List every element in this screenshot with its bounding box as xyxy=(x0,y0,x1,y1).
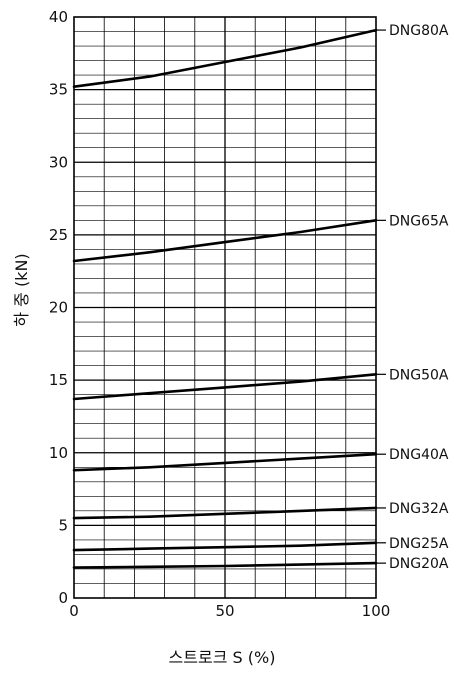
y-axis-title: 하 중 (kN) xyxy=(12,253,31,326)
x-axis-title: 스트로크 S (%) xyxy=(169,648,276,667)
y-tick-label: 15 xyxy=(49,371,68,389)
series-labels: DNG80A DNG65A DNG50A DNG40A DNG32A DNG25A DNG2… xyxy=(389,23,449,572)
y-tick-label: 30 xyxy=(49,153,68,171)
y-tick-label: 5 xyxy=(58,516,68,534)
series-line xyxy=(72,219,378,263)
x-tick-label: 0 xyxy=(69,602,79,620)
plot-border xyxy=(73,16,377,599)
series-lines xyxy=(72,28,378,569)
series-label: DNG40A xyxy=(389,447,449,463)
series-label: DNG80A xyxy=(389,23,449,39)
series-label: DNG65A xyxy=(389,213,449,229)
series-line xyxy=(72,28,378,88)
x-tick-label: 100 xyxy=(362,602,391,620)
y-tick-label: 40 xyxy=(49,8,68,26)
series-line xyxy=(72,561,378,569)
major-grid xyxy=(74,17,376,598)
series-line xyxy=(72,506,378,520)
y-tick-label: 20 xyxy=(49,299,68,317)
x-tick-labels: 0 50 100 xyxy=(69,602,390,620)
series-line xyxy=(72,372,378,401)
series-line xyxy=(72,452,378,472)
series-label: DNG25A xyxy=(389,536,449,552)
series-label: DNG50A xyxy=(389,367,449,383)
series-line xyxy=(72,541,378,552)
series-label: DNG32A xyxy=(389,501,449,517)
x-tick-label: 50 xyxy=(215,602,234,620)
series-leader-lines xyxy=(376,29,386,564)
y-tick-label: 35 xyxy=(49,81,68,99)
y-tick-label: 25 xyxy=(49,226,68,244)
y-tick-label: 10 xyxy=(49,444,68,462)
plot-frame xyxy=(73,16,377,599)
y-tick-labels: 0 5 10 15 20 25 30 35 40 xyxy=(49,8,68,607)
series-label: DNG20A xyxy=(389,556,449,572)
y-tick-label: 0 xyxy=(58,589,68,607)
